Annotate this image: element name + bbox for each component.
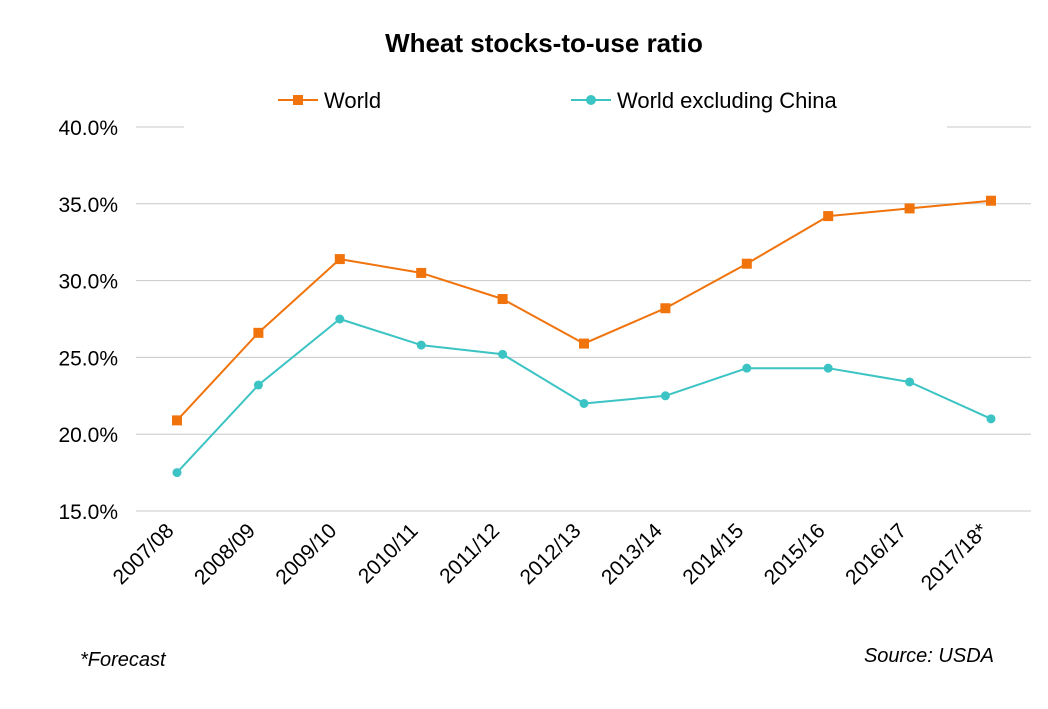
data-point: [172, 415, 182, 426]
y-axis: 15.0% 20.0% 25.0% 30.0% 35.0% 40.0%: [58, 117, 118, 524]
data-point: [660, 391, 670, 401]
x-tick-label: 2011/12: [435, 519, 504, 588]
y-tick-label: 20.0%: [58, 424, 118, 447]
data-point: [253, 380, 263, 390]
data-point: [253, 327, 264, 338]
series-line-world: [176, 199, 992, 422]
legend-marker-world-excluding-china: [586, 95, 596, 105]
x-tick-label: 2008/09: [190, 519, 260, 589]
data-point: [904, 203, 915, 214]
data-point: [334, 254, 345, 265]
data-point: [416, 267, 427, 278]
legend-marker-world: [293, 95, 303, 105]
data-point: [986, 414, 996, 424]
legend-label-world-excluding-china: World excluding China: [617, 88, 837, 113]
y-tick-label: 35.0%: [58, 194, 118, 217]
data-point: [823, 363, 833, 373]
data-point: [579, 398, 589, 408]
data-point: [498, 349, 508, 359]
y-tick-label: 25.0%: [58, 347, 118, 370]
x-tick-label: 2014/15: [678, 519, 748, 589]
plot-area: [172, 195, 996, 478]
forecast-footnote: *Forecast: [80, 649, 167, 671]
x-tick-label: 2013/14: [597, 519, 667, 589]
chart-title: Wheat stocks-to-use ratio: [385, 28, 703, 58]
data-point: [579, 338, 589, 349]
x-tick-label: 2012/13: [516, 519, 586, 589]
x-tick-label: 2007/08: [109, 519, 179, 589]
y-tick-label: 40.0%: [58, 117, 118, 140]
data-point: [172, 468, 182, 478]
legend-item-world: World: [278, 88, 381, 113]
legend-item-world-excluding-china: World excluding China: [571, 88, 837, 113]
data-point: [741, 258, 752, 269]
x-tick-label: 2017/18*: [917, 519, 993, 595]
data-point: [660, 303, 671, 314]
data-point: [823, 211, 834, 222]
legend: World World excluding China: [278, 88, 837, 113]
legend-label-world: World: [324, 88, 381, 113]
x-tick-label: 2015/16: [760, 519, 830, 589]
x-tick-label: 2010/11: [354, 519, 423, 588]
y-tick-label: 30.0%: [58, 271, 118, 294]
data-point: [497, 294, 508, 305]
y-tick-label: 15.0%: [58, 501, 118, 524]
x-tick-label: 2009/10: [271, 519, 341, 589]
source-note: Source: USDA: [864, 645, 994, 667]
x-tick-label: 2016/17: [841, 519, 911, 589]
data-point: [905, 377, 915, 387]
data-point: [335, 314, 345, 324]
gridlines: [136, 126, 1031, 512]
data-point: [986, 195, 996, 206]
data-point: [416, 340, 426, 350]
x-axis: 2007/08 2008/09 2009/10 2010/11 2011/12 2012/…: [109, 519, 993, 595]
data-point: [742, 363, 752, 373]
